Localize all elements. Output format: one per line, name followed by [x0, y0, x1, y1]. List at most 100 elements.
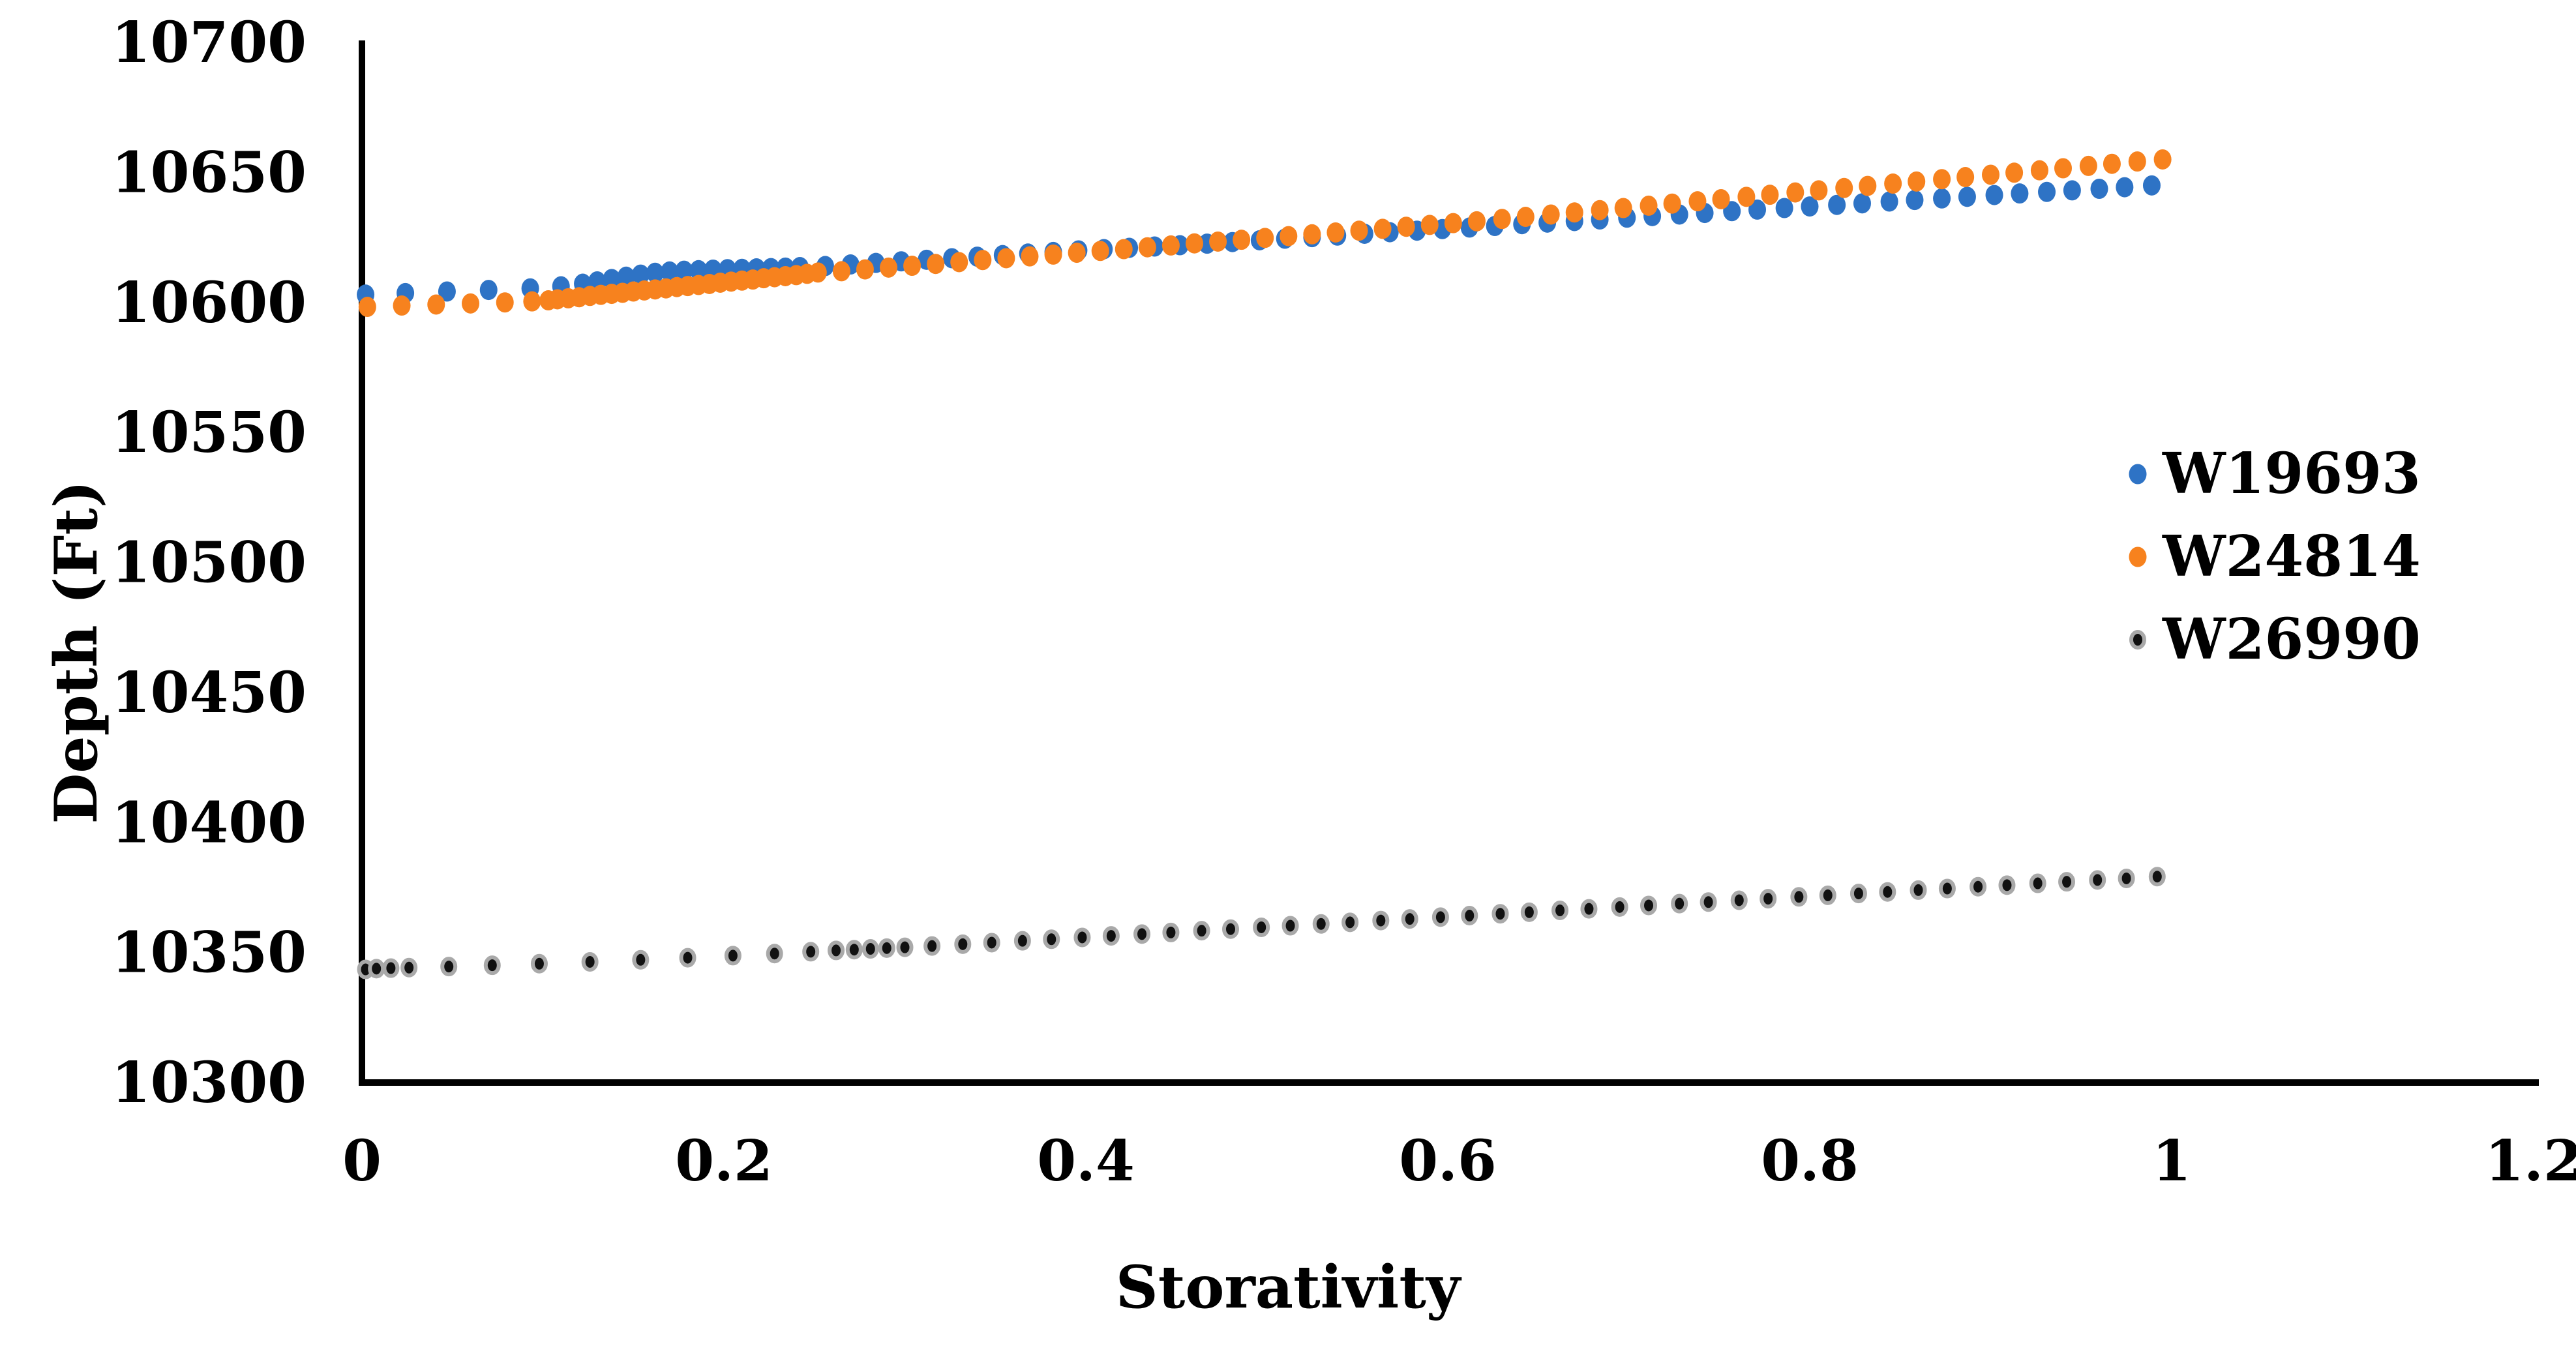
data-point-w19693: [1933, 188, 1951, 209]
data-point-w24814: [1786, 182, 1805, 203]
data-point-w26990: [581, 951, 599, 972]
y-tick-label: 10500: [112, 530, 307, 596]
data-point-w24814: [1186, 233, 1203, 254]
data-point-w26990: [2029, 873, 2046, 893]
data-point-w26990: [766, 944, 783, 964]
data-point-w24814: [1982, 164, 1999, 185]
data-point-w19693: [2116, 177, 2134, 198]
data-point-w24814: [1280, 226, 1298, 247]
data-point-w26990: [632, 950, 650, 970]
data-point-w26990: [1073, 927, 1091, 948]
data-point-w19693: [1723, 201, 1741, 222]
data-point-w26990: [1312, 914, 1330, 934]
data-point-w19693: [2063, 180, 2081, 201]
x-tick-label: 0: [342, 1128, 382, 1194]
data-point-w24814: [1256, 228, 1274, 248]
data-point-w24814: [1640, 195, 1658, 216]
data-point-w24814: [1091, 241, 1109, 262]
data-point-w19693: [1828, 194, 1846, 215]
legend: W19693 W24814 W26990: [2123, 432, 2421, 681]
data-point-w19693: [1958, 187, 1976, 207]
data-point-w24814: [1614, 198, 1632, 218]
data-point-w19693: [2090, 178, 2108, 199]
legend-marker-blue-dot: [2129, 464, 2147, 484]
data-point-w26990: [2058, 872, 2076, 892]
data-point-w24814: [1161, 235, 1180, 256]
data-point-w24814: [1326, 222, 1345, 243]
data-point-w24814: [1209, 231, 1227, 252]
legend-item-w24814: W24814: [2123, 515, 2421, 598]
data-point-w24814: [997, 248, 1015, 269]
data-point-w26990: [483, 955, 501, 976]
data-point-w24814: [1810, 180, 1828, 201]
data-point-w24814: [1303, 224, 1321, 245]
data-points: [357, 149, 2172, 980]
data-point-w24814: [832, 261, 850, 282]
data-point-w19693: [1775, 198, 1793, 218]
data-point-w24814: [1712, 188, 1730, 209]
data-point-w26990: [1013, 931, 1031, 951]
data-point-w26990: [861, 939, 879, 959]
data-point-w24814: [856, 259, 874, 280]
data-point-w24814: [496, 292, 514, 313]
data-point-w24814: [1908, 171, 1926, 192]
data-point-w26990: [530, 953, 548, 974]
series-w26990: [357, 867, 2166, 980]
x-tick-label: 0.6: [1399, 1128, 1497, 1194]
data-point-w24814: [927, 254, 945, 275]
data-point-w26990: [983, 933, 1000, 953]
legend-marker-black-icon: [2129, 629, 2146, 650]
data-point-w26990: [1760, 889, 1777, 909]
data-point-w26990: [1193, 921, 1210, 941]
y-tick-label: 10700: [112, 10, 307, 76]
data-point-w24814: [1138, 237, 1156, 258]
data-point-w24814: [1115, 239, 1133, 260]
data-point-w26990: [1819, 885, 1836, 905]
data-point-w26990: [1372, 910, 1390, 931]
data-point-w19693: [631, 264, 650, 285]
data-point-w24814: [1761, 185, 1779, 205]
data-point-w26990: [1102, 926, 1120, 946]
data-point-w24814: [1542, 204, 1560, 225]
data-point-w26990: [923, 936, 941, 956]
data-point-w26990: [1700, 892, 1717, 912]
data-point-w19693: [2011, 183, 2029, 204]
data-point-w19693: [479, 280, 498, 301]
data-point-w24814: [1350, 220, 1368, 241]
data-point-w24814: [1933, 169, 1951, 190]
data-point-w19693: [1801, 196, 1819, 217]
data-point-w26990: [1341, 912, 1359, 933]
y-tick-label: 10400: [112, 790, 307, 856]
data-point-w24814: [1835, 177, 1853, 198]
legend-label-w24814: W24814: [2163, 523, 2421, 590]
data-point-w26990: [1790, 887, 1808, 907]
legend-marker-orange-dot: [2129, 546, 2147, 567]
data-point-w26990: [1520, 902, 1538, 922]
data-point-w24814: [880, 257, 898, 278]
data-point-w24814: [393, 295, 411, 316]
data-point-w24814: [2079, 155, 2097, 176]
data-point-w24814: [809, 262, 827, 283]
data-point-w24814: [523, 291, 541, 312]
data-point-w19693: [689, 260, 708, 280]
data-point-w24814: [1444, 213, 1462, 233]
data-point-w19693: [617, 266, 635, 287]
data-point-w26990: [1879, 882, 1896, 902]
data-point-w19693: [1880, 191, 1898, 212]
x-tick-label: 0.8: [1761, 1128, 1859, 1194]
legend-marker-blue-icon: [2129, 464, 2147, 484]
data-point-w26990: [1461, 906, 1478, 926]
series-w24814: [358, 149, 2172, 318]
axes: [359, 40, 2539, 1086]
data-point-w26990: [1281, 916, 1299, 936]
data-point-w24814: [427, 294, 445, 315]
data-point-w26990: [828, 940, 845, 961]
data-point-w26990: [679, 948, 696, 968]
data-point-w26990: [1401, 909, 1418, 929]
data-point-w24814: [2054, 158, 2072, 179]
data-point-w26990: [1730, 890, 1748, 910]
data-point-w24814: [1068, 243, 1086, 263]
data-point-w19693: [1985, 185, 2003, 205]
data-point-w26990: [400, 957, 418, 978]
